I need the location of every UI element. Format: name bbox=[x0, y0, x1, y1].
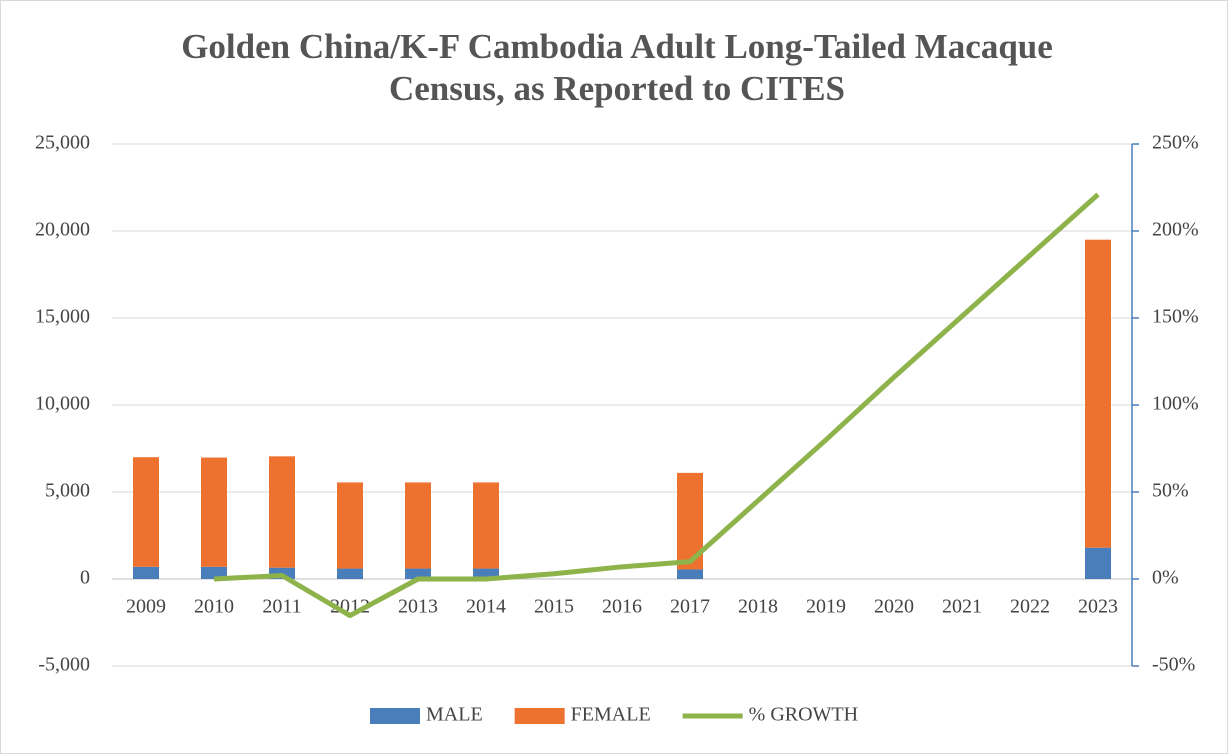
bar-segment bbox=[337, 482, 363, 569]
x-tick-label: 2013 bbox=[398, 596, 438, 618]
bar-segment bbox=[1085, 239, 1111, 548]
x-tick-label: 2021 bbox=[942, 596, 982, 618]
bar-segment bbox=[677, 569, 703, 579]
x-tick-label: 2023 bbox=[1078, 596, 1118, 618]
y-tick-label: -5,000 bbox=[38, 654, 90, 676]
legend-label: MALE bbox=[426, 704, 483, 726]
y-tick-label: 10,000 bbox=[35, 393, 90, 415]
x-tick-label: 2010 bbox=[194, 596, 234, 618]
x-tick-label: 2019 bbox=[806, 596, 846, 618]
y2-tick-label: -50% bbox=[1152, 654, 1195, 676]
x-tick-label: 2017 bbox=[670, 596, 710, 618]
legend-label: % GROWTH bbox=[749, 704, 858, 726]
x-tick-label: 2018 bbox=[738, 596, 778, 618]
bar-segment bbox=[473, 482, 499, 569]
legend-swatch bbox=[370, 708, 420, 724]
x-tick-label: 2014 bbox=[466, 596, 506, 618]
x-tick-label: 2011 bbox=[262, 596, 301, 618]
bar-segment bbox=[473, 568, 499, 579]
y2-tick-label: 250% bbox=[1152, 132, 1199, 154]
bar-segment bbox=[133, 566, 159, 579]
y-tick-label: 5,000 bbox=[45, 480, 90, 502]
x-tick-label: 2020 bbox=[874, 596, 914, 618]
chart-title: Golden China/K-F Cambodia Adult Long-Tai… bbox=[181, 27, 1053, 66]
y2-tick-label: 0% bbox=[1152, 567, 1179, 589]
bar-segment bbox=[201, 457, 227, 567]
y2-tick-label: 200% bbox=[1152, 219, 1199, 241]
y-tick-label: 0 bbox=[80, 567, 90, 589]
x-tick-label: 2016 bbox=[602, 596, 642, 618]
y-tick-label: 20,000 bbox=[35, 219, 90, 241]
y2-tick-label: 50% bbox=[1152, 480, 1189, 502]
legend-swatch bbox=[514, 708, 565, 724]
y2-tick-label: 100% bbox=[1152, 393, 1199, 415]
legend-label: FEMALE bbox=[571, 704, 651, 726]
bar-segment bbox=[405, 568, 431, 579]
bar-segment bbox=[1085, 547, 1111, 579]
y-tick-label: 15,000 bbox=[35, 306, 90, 328]
bar-segment bbox=[201, 566, 227, 579]
growth-line bbox=[213, 192, 1100, 619]
chart-title: Census, as Reported to CITES bbox=[389, 69, 845, 108]
y2-tick-label: 150% bbox=[1152, 306, 1199, 328]
x-tick-label: 2009 bbox=[126, 596, 166, 618]
x-tick-label: 2022 bbox=[1010, 596, 1050, 618]
y-tick-label: 25,000 bbox=[35, 132, 90, 154]
bar-segment bbox=[405, 482, 431, 569]
x-tick-label: 2015 bbox=[534, 596, 574, 618]
bar-segment bbox=[269, 456, 295, 568]
bar-segment bbox=[133, 457, 159, 567]
bar-segment bbox=[337, 568, 363, 579]
